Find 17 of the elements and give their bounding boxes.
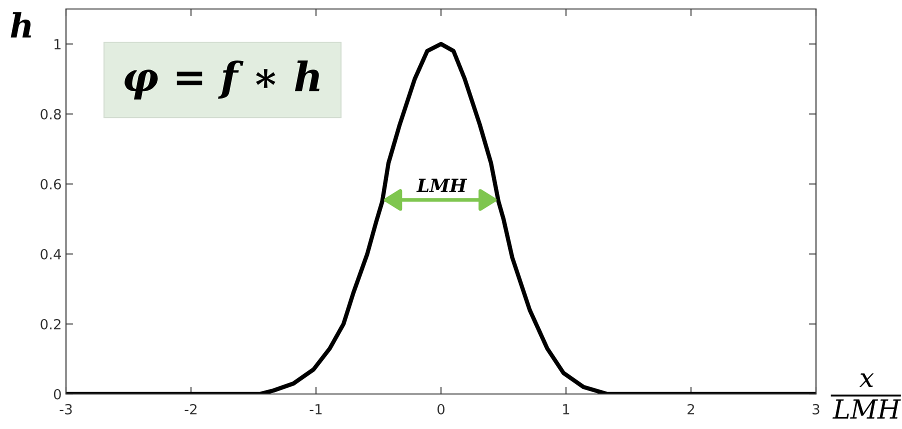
y-tick-label: 0.8 [40, 108, 61, 120]
y-tick-label: 0 [54, 388, 61, 400]
x-tick-label: -1 [310, 404, 322, 414]
annotation: φ = f ∗ h [124, 60, 320, 100]
y-tick-label: 0.4 [40, 248, 62, 260]
x-axis-title: x LMH [832, 373, 901, 419]
x-tick-label: 0 [437, 404, 444, 414]
y-tick-label: 0.2 [40, 318, 60, 330]
annotation: LMH [416, 178, 468, 192]
x-tick-label: -2 [184, 404, 197, 414]
x-tick-label: 2 [688, 404, 694, 414]
x-tick-label: 1 [563, 404, 570, 414]
y-tick-label: 0.6 [40, 178, 61, 190]
x-tick-label: -3 [60, 404, 72, 414]
x-tick-label: 3 [812, 404, 820, 414]
y-axis-title: h [10, 12, 32, 38]
y-tick-label: 1 [54, 39, 61, 50]
